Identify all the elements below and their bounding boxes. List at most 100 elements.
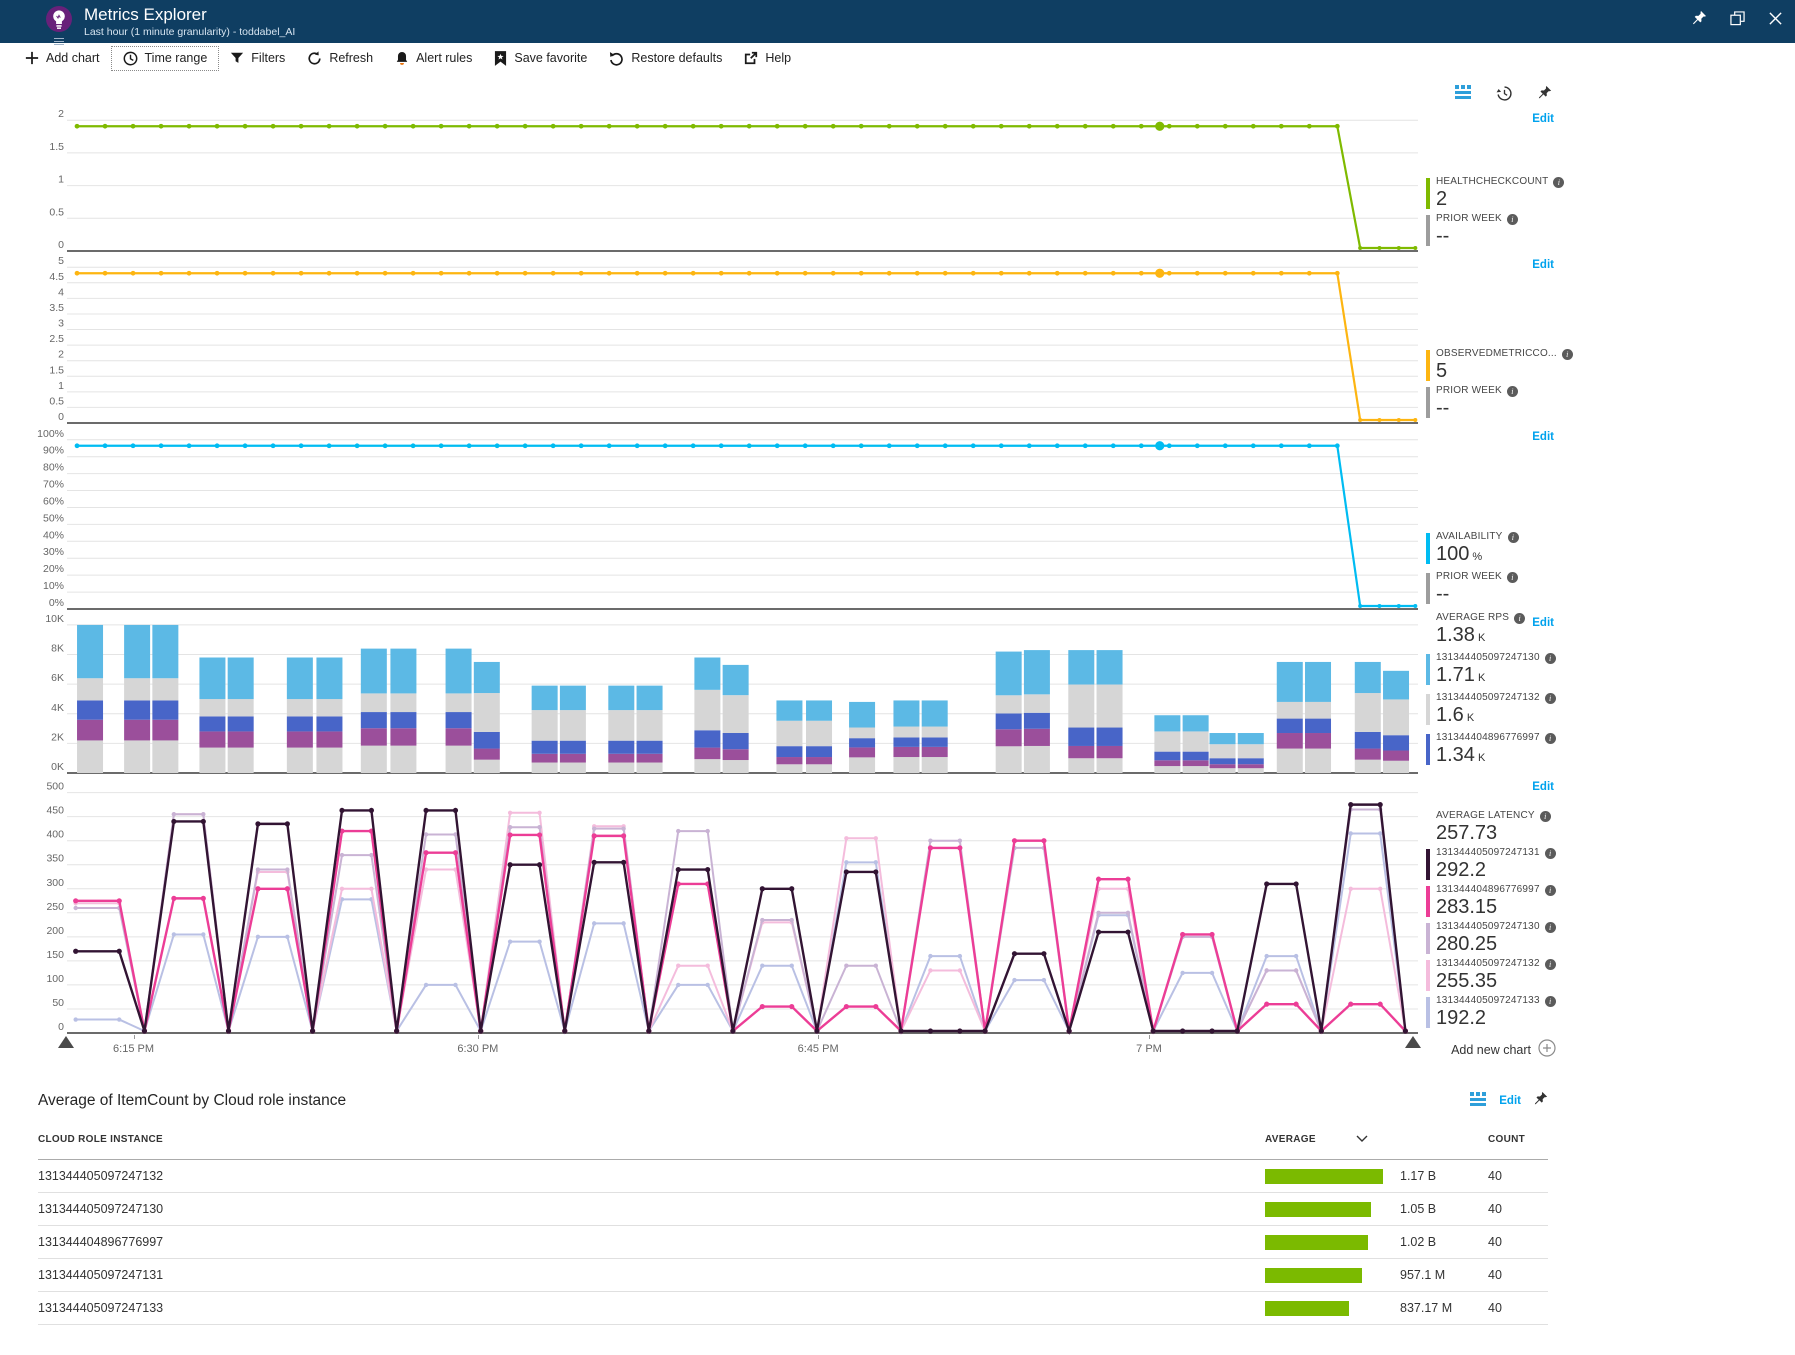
metric-value: 1.34 K xyxy=(1436,744,1486,766)
legend-metric[interactable]: 131344404896776997 i 1.34 K xyxy=(1426,732,1556,772)
info-icon[interactable]: i xyxy=(1561,348,1573,360)
info-icon[interactable]: i xyxy=(1544,958,1556,970)
table-row[interactable]: 131344405097247132 1.17 B 40 xyxy=(38,1160,1548,1193)
svg-text:0.5: 0.5 xyxy=(49,395,64,407)
toolbar-restore-defaults-button[interactable]: Restore defaults xyxy=(598,47,733,70)
legend-metric[interactable]: PRIOR WEEK i -- xyxy=(1426,385,1556,422)
edit-table-link[interactable]: Edit xyxy=(1499,1095,1521,1107)
table-header-row: CLOUD ROLE INSTANCE AVERAGE COUNT xyxy=(38,1119,1548,1160)
toolbar-filters-button[interactable]: Filters xyxy=(219,47,296,69)
average-value-cell: 1.02 B xyxy=(1400,1235,1437,1249)
legend-metric[interactable]: 131344405097247132 i 255.35 xyxy=(1426,958,1556,995)
toolbar-time-range-button[interactable]: Time range xyxy=(110,45,220,71)
average-value-cell: 837.17 M xyxy=(1400,1301,1453,1315)
info-icon[interactable]: i xyxy=(1507,531,1519,543)
info-icon[interactable]: i xyxy=(1544,732,1556,744)
metric-label: 131344405097247132 xyxy=(1436,958,1540,969)
legend-swatch xyxy=(1426,960,1430,991)
svg-text:8K: 8K xyxy=(51,643,64,655)
observedmetriccount-chart[interactable]: 5 4.5 4 3.5 3 2.5 2 1.5 1 0.5 0 xyxy=(18,253,1418,425)
svg-text:0%: 0% xyxy=(49,597,64,609)
healthcheckcount-chart[interactable]: 2 1.5 1 0.5 0 xyxy=(18,107,1418,253)
table-row[interactable]: 131344405097247133 837.17 M 40 xyxy=(38,1292,1548,1325)
svg-text:3.5: 3.5 xyxy=(49,302,64,314)
page-title: Metrics Explorer xyxy=(84,5,207,24)
sort-chevron-down-icon[interactable] xyxy=(1356,1135,1368,1143)
legend-metric[interactable]: 131344405097247133 i 192.2 xyxy=(1426,995,1556,1032)
pin-icon[interactable] xyxy=(1537,85,1552,107)
toolbar-item-label: Restore defaults xyxy=(631,51,723,65)
info-icon[interactable]: i xyxy=(1506,213,1518,225)
circle-plus-icon xyxy=(1538,1039,1556,1060)
column-header-count[interactable]: COUNT xyxy=(1488,1133,1526,1145)
observedmetriccount-legend: Edit OBSERVEDMETRICCO... i 5 PRIOR WEEK i -- xyxy=(1426,253,1573,425)
availability-chart[interactable]: 100% 90% 80% 70% 60% 50% 40% 30% 20% 10% 0% xyxy=(18,425,1418,611)
metric-value: 292.2 xyxy=(1436,859,1487,881)
legend-metric[interactable]: AVERAGE LATENCY i 257.73 xyxy=(1426,810,1556,847)
info-icon[interactable]: i xyxy=(1544,884,1556,896)
svg-text:100: 100 xyxy=(46,973,64,985)
info-icon[interactable]: i xyxy=(1553,176,1565,188)
toolbar-add-chart-button[interactable]: Add chart xyxy=(14,47,111,69)
legend-metric[interactable]: PRIOR WEEK i -- xyxy=(1426,571,1556,608)
legend-metric[interactable]: HEALTHCHECKCOUNT i 2 xyxy=(1426,176,1565,213)
svg-text:0K: 0K xyxy=(51,761,64,773)
column-header-average[interactable]: AVERAGE xyxy=(1265,1133,1316,1145)
table-row[interactable]: 131344405097247130 1.05 B 40 xyxy=(38,1193,1548,1226)
table-row[interactable]: 131344404896776997 1.02 B 40 xyxy=(38,1226,1548,1259)
legend-metric[interactable]: 131344405097247132 i 1.6 K xyxy=(1426,692,1556,732)
edit-chart-link[interactable]: Edit xyxy=(1532,113,1554,125)
toolbar-save-favorite-button[interactable]: Save favorite xyxy=(483,47,598,70)
edit-chart-link[interactable]: Edit xyxy=(1532,781,1554,793)
count-value-cell: 40 xyxy=(1488,1268,1502,1282)
average-latency-chart[interactable]: 500 450 400 350 300 250 200 150 100 50 0 xyxy=(18,775,1418,1035)
pin-icon[interactable] xyxy=(1533,1091,1548,1111)
legend-metric[interactable]: AVERAGE RPS i 1.38 K xyxy=(1426,612,1556,652)
average-rps-chart[interactable]: 10K 8K 6K 4K 2K 0K xyxy=(18,611,1418,775)
add-new-chart-button[interactable]: Add new chart xyxy=(1451,1039,1556,1060)
svg-text:350: 350 xyxy=(46,853,64,865)
info-icon[interactable]: i xyxy=(1544,847,1556,859)
legend-metric[interactable]: PRIOR WEEK i -- xyxy=(1426,213,1556,250)
grid-view-icon[interactable] xyxy=(1455,85,1472,107)
table-row[interactable]: 131344405097247131 957.1 M 40 xyxy=(38,1259,1548,1292)
svg-text:400: 400 xyxy=(46,829,64,841)
pin-blade-icon[interactable] xyxy=(1687,6,1711,30)
edit-chart-link[interactable]: Edit xyxy=(1532,259,1554,271)
range-handle-right[interactable] xyxy=(1405,1036,1421,1048)
info-icon[interactable]: i xyxy=(1506,385,1518,397)
column-header-cloud-role-instance[interactable]: CLOUD ROLE INSTANCE xyxy=(38,1133,163,1145)
charts-area: 2 1.5 1 0.5 0 Edit HEALTHCHECKCOUNT i 2 PRIOR WE… xyxy=(18,107,1795,1035)
info-icon[interactable]: i xyxy=(1544,995,1556,1007)
toolbar-help-button[interactable]: Help xyxy=(733,47,802,69)
info-icon[interactable]: i xyxy=(1506,571,1518,583)
range-handle-left[interactable] xyxy=(58,1036,74,1048)
history-icon[interactable] xyxy=(1496,85,1513,107)
legend-metric[interactable]: 131344405097247130 i 1.71 K xyxy=(1426,652,1556,692)
blade-menu-icon[interactable] xyxy=(54,36,64,45)
legend-metric[interactable]: AVAILABILITY i 100% xyxy=(1426,531,1556,571)
restore-defaults-icon xyxy=(609,51,624,66)
legend-metric[interactable]: 131344405097247131 i 292.2 xyxy=(1426,847,1556,884)
info-icon[interactable]: i xyxy=(1544,692,1556,704)
info-icon[interactable]: i xyxy=(1544,921,1556,933)
info-icon[interactable]: i xyxy=(1544,652,1556,664)
legend-metric[interactable]: 131344405097247130 i 280.25 xyxy=(1426,921,1556,958)
metric-value: 255.35 xyxy=(1436,970,1498,992)
svg-text:2.5: 2.5 xyxy=(49,333,64,345)
edit-chart-link[interactable]: Edit xyxy=(1532,617,1554,629)
toolbar-refresh-button[interactable]: Refresh xyxy=(296,47,384,70)
cloud-role-instance-cell: 131344405097247133 xyxy=(38,1301,164,1315)
close-icon[interactable] xyxy=(1763,6,1787,30)
toolbar-alert-rules-button[interactable]: Alert rules xyxy=(384,47,483,70)
legend-metric[interactable]: OBSERVEDMETRICCO... i 5 xyxy=(1426,348,1573,385)
svg-text:70%: 70% xyxy=(43,479,64,491)
legend-metric[interactable]: 131344404896776997 i 283.15 xyxy=(1426,884,1556,921)
restore-window-icon[interactable] xyxy=(1725,6,1749,30)
edit-chart-link[interactable]: Edit xyxy=(1532,431,1554,443)
cloud-role-instance-cell: 131344404896776997 xyxy=(38,1235,164,1249)
chart-row-observedmetriccount: 5 4.5 4 3.5 3 2.5 2 1.5 1 0.5 0 Edit OBSERVEDMETRIC… xyxy=(18,253,1795,425)
info-icon[interactable]: i xyxy=(1514,612,1526,624)
info-icon[interactable]: i xyxy=(1539,810,1551,822)
grid-view-icon[interactable] xyxy=(1470,1091,1487,1111)
